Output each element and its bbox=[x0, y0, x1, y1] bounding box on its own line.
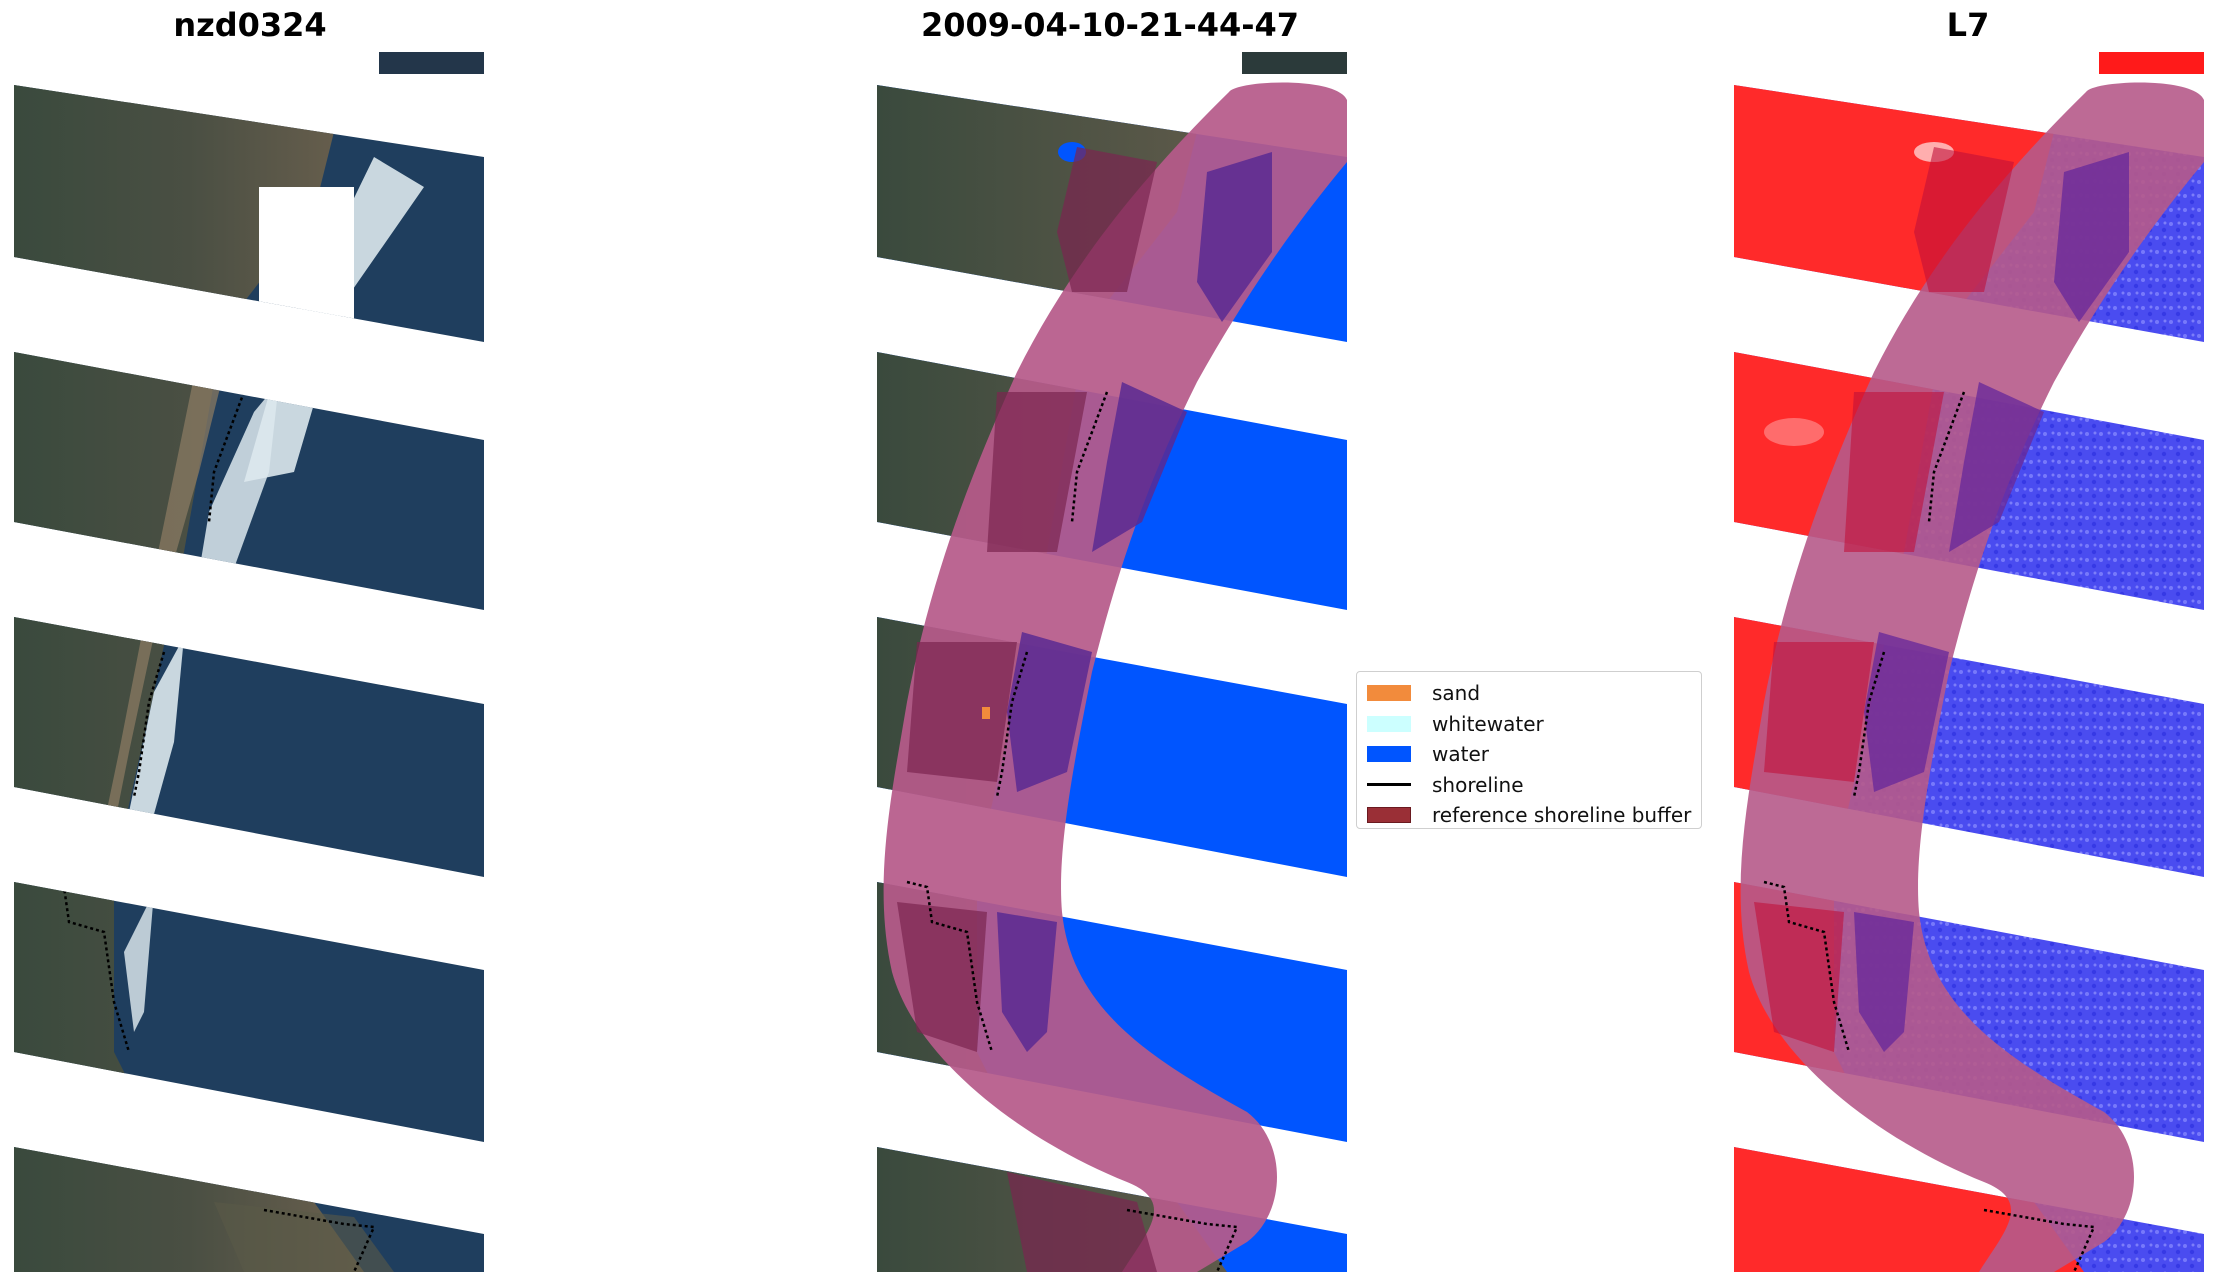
legend-item-reference-buffer: reference shoreline buffer bbox=[1367, 800, 1691, 831]
legend-item-shoreline: shoreline bbox=[1367, 770, 1691, 801]
reference-buffer-swatch bbox=[1367, 807, 1411, 824]
legend-label: reference shoreline buffer bbox=[1432, 803, 1692, 828]
legend-item-sand: sand bbox=[1367, 678, 1691, 709]
legend: sand whitewater water shoreline referenc… bbox=[1356, 671, 1702, 829]
sand-swatch bbox=[1367, 685, 1411, 702]
panel-title-classified: 2009-04-10-21-44-47 bbox=[920, 6, 1300, 44]
legend-label: sand bbox=[1432, 681, 1481, 706]
shoreline-line-swatch bbox=[1367, 783, 1411, 787]
water-swatch bbox=[1367, 746, 1411, 763]
legend-label: water bbox=[1432, 742, 1489, 767]
panel-title-index: L7 bbox=[1946, 6, 1990, 44]
whitewater-swatch bbox=[1367, 715, 1411, 732]
rgb-image-panel bbox=[14, 52, 484, 1272]
legend-label: whitewater bbox=[1432, 711, 1544, 736]
panel-title-rgb: nzd0324 bbox=[173, 6, 327, 44]
legend-item-water: water bbox=[1367, 739, 1691, 770]
classified-image-panel bbox=[877, 52, 1347, 1272]
legend-label: shoreline bbox=[1432, 772, 1524, 797]
legend-item-whitewater: whitewater bbox=[1367, 709, 1691, 740]
index-image-panel bbox=[1734, 52, 2204, 1272]
